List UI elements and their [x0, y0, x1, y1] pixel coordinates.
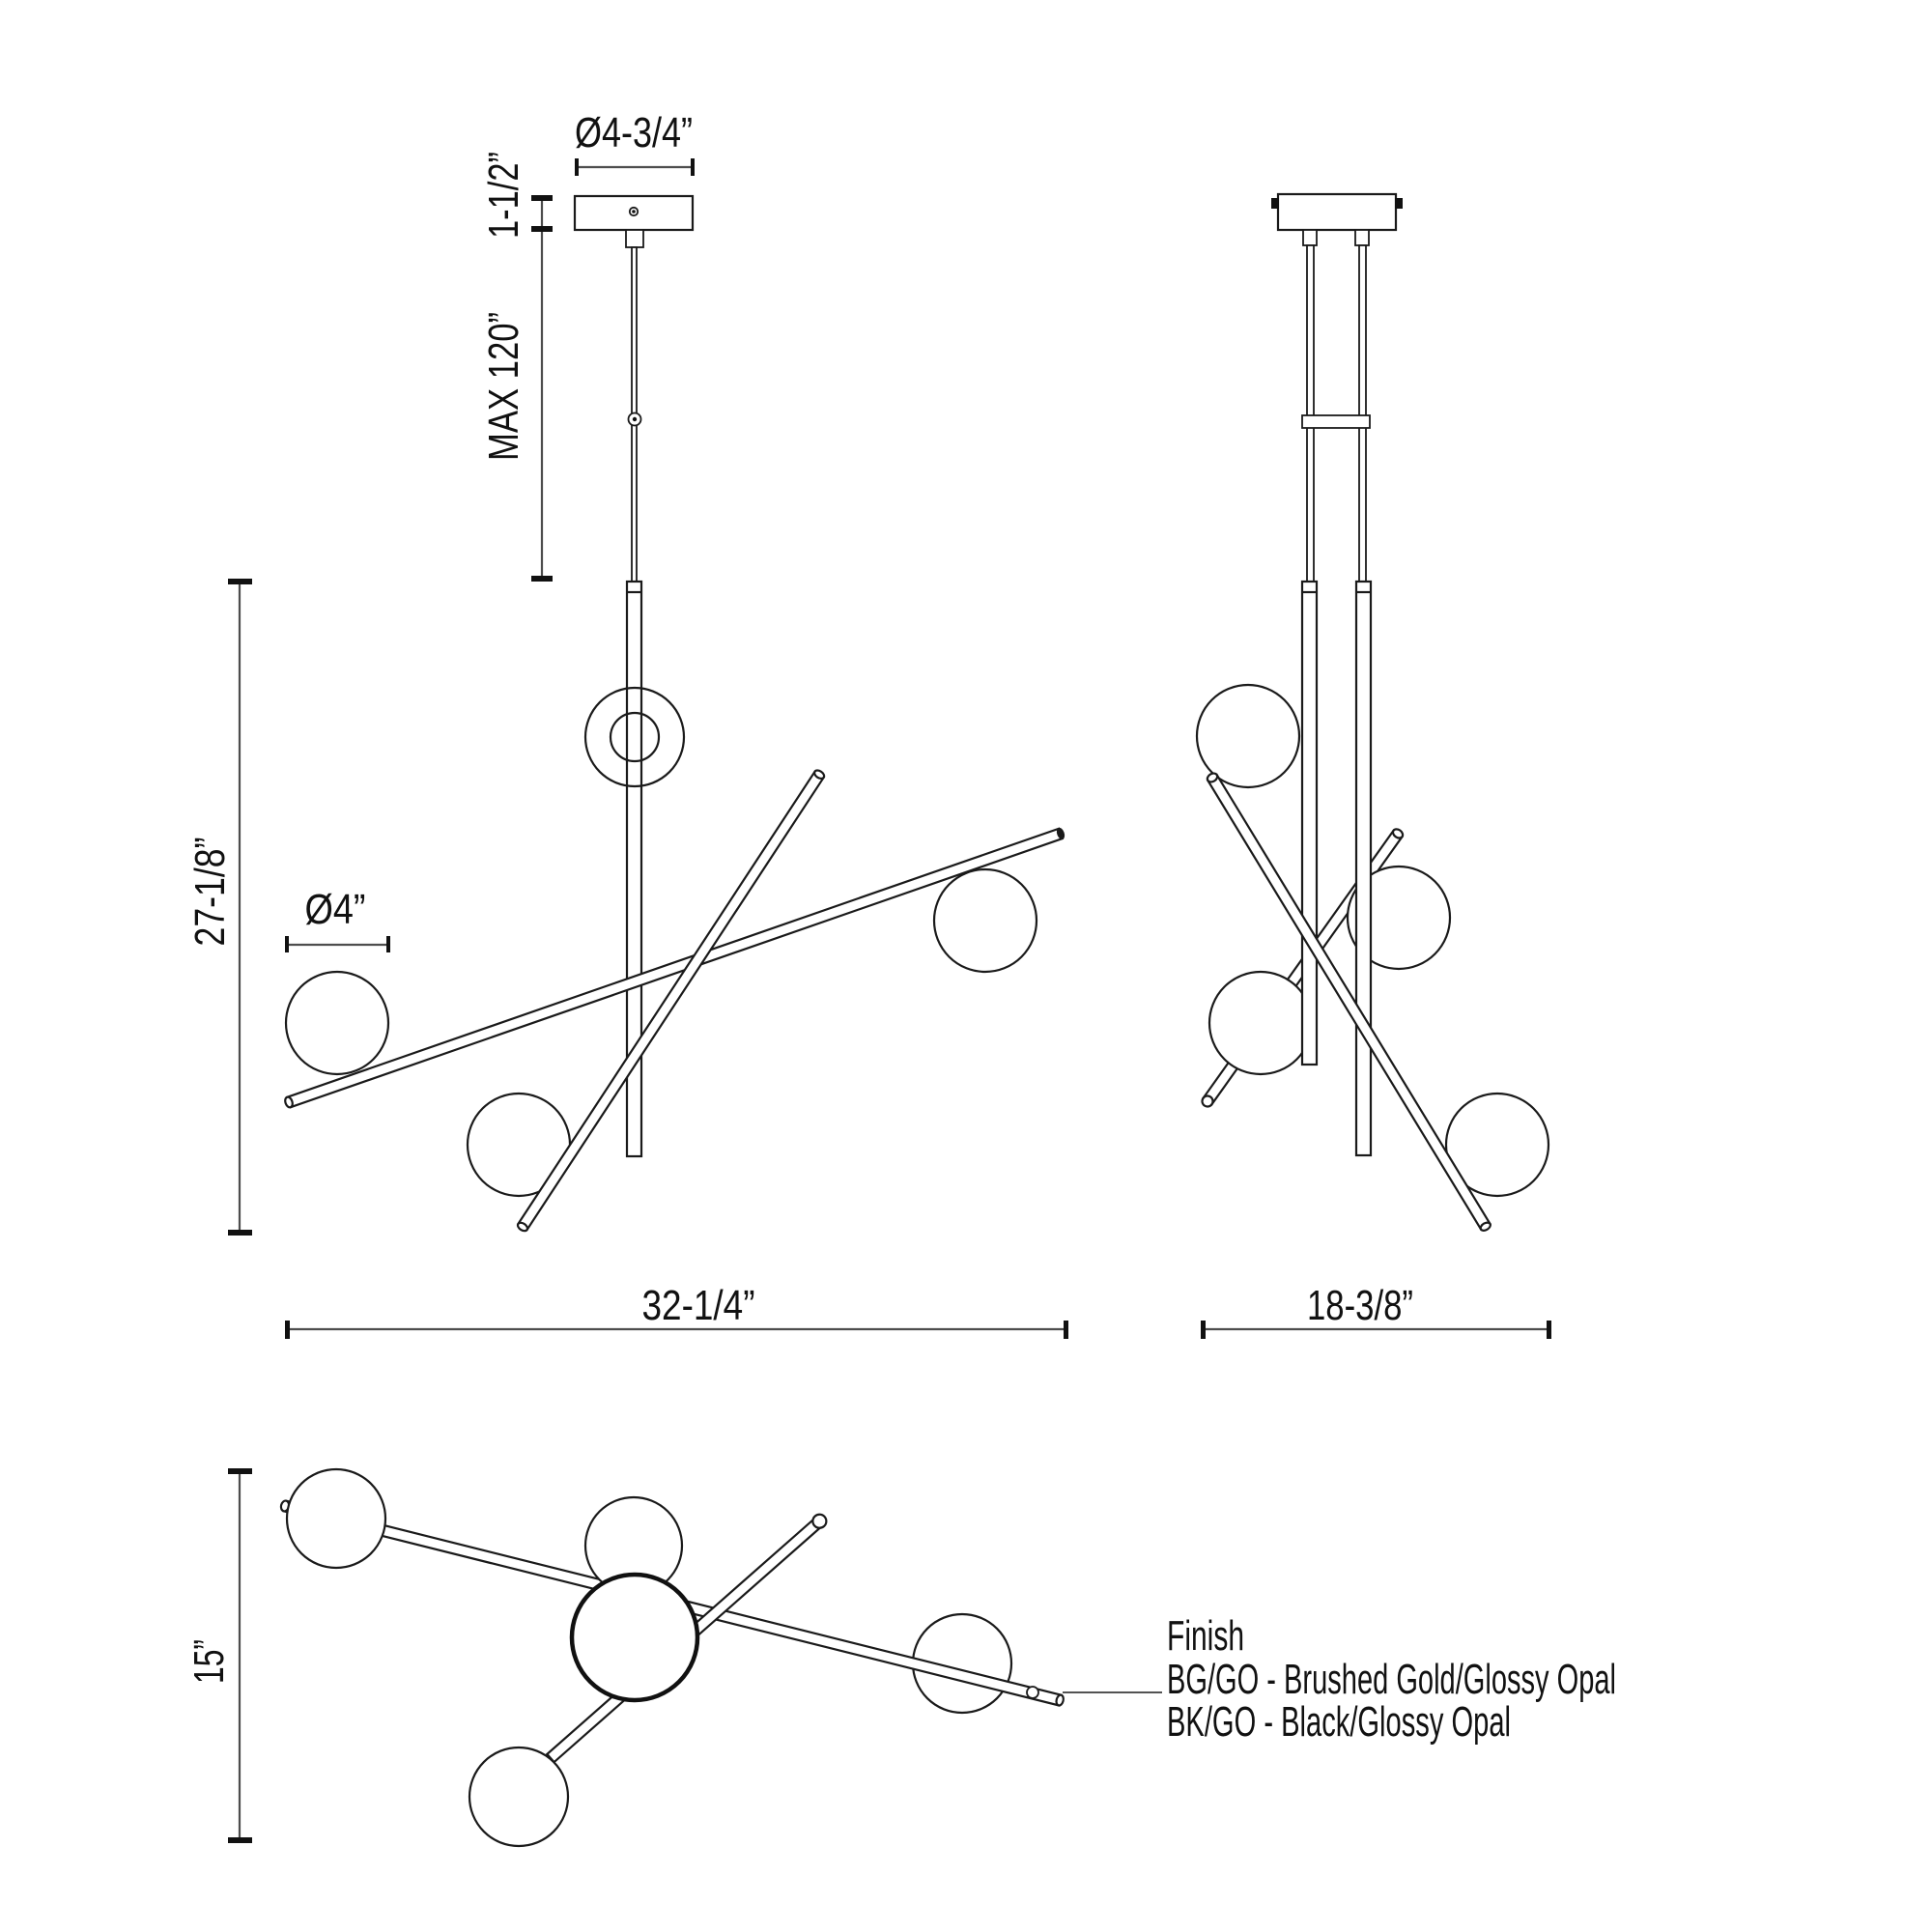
globe — [468, 1746, 570, 1848]
center-tube — [1354, 580, 1373, 1157]
rod-connector — [1301, 414, 1371, 429]
finish-legend: Finish BG/GO - Brushed Gold/Glossy Opal … — [1063, 1612, 1616, 1746]
dim-tick — [575, 158, 579, 176]
dim-globe-diameter: Ø4” — [305, 886, 366, 933]
dim-tick — [285, 1321, 290, 1339]
globe — [1195, 683, 1301, 789]
suspension-rod — [1306, 244, 1315, 582]
canopy-screw-dot — [632, 210, 636, 213]
plan-view: 15” — [185, 1467, 1065, 1848]
canopy-stem — [1302, 229, 1318, 246]
dim-tick — [531, 195, 553, 201]
bar-end-cap — [1055, 1693, 1065, 1707]
light-bar-steep — [1206, 772, 1492, 1232]
globe — [284, 970, 390, 1076]
dim-tick — [531, 576, 553, 582]
light-bar-steep — [516, 769, 826, 1233]
dim-tick — [386, 936, 390, 952]
globe — [1208, 970, 1314, 1076]
dim-fixture-height: 27-1/8” — [186, 838, 234, 947]
dim-max-suspension: MAX 120” — [480, 312, 527, 461]
dim-fixture-width: 32-1/4” — [642, 1282, 755, 1329]
dim-tick — [285, 936, 289, 952]
finish-title: Finish — [1167, 1612, 1244, 1660]
canopy — [1276, 192, 1398, 232]
dim-side-width: 18-3/8” — [1307, 1282, 1413, 1329]
center-tube — [1300, 580, 1319, 1066]
dim-tick — [1547, 1321, 1551, 1339]
finish-option: BG/GO - Brushed Gold/Glossy Opal — [1167, 1656, 1616, 1703]
dim-tick — [691, 158, 695, 176]
dim-tick — [1064, 1321, 1068, 1339]
globe — [285, 1467, 387, 1570]
bar-end-cap — [1206, 772, 1219, 783]
dim-tick — [228, 579, 252, 584]
front-view: Ø4-3/4” 1-1/2” MAX 120” 27-1/8” Ø4” 32-1… — [186, 109, 1068, 1339]
side-view: 18-3/8” — [1195, 192, 1551, 1339]
bar-end-cap — [811, 1513, 828, 1529]
canopy-screw-icon — [1395, 198, 1403, 209]
dim-canopy-height: 1-1/2” — [480, 152, 527, 239]
dim-tick — [1201, 1321, 1206, 1339]
dim-tick — [531, 226, 553, 232]
dim-plan-depth: 15” — [185, 1639, 233, 1684]
globe — [1444, 1092, 1550, 1198]
bar-end-cap — [1056, 827, 1065, 839]
center-globe-top — [569, 1572, 700, 1703]
dim-tick — [228, 1230, 252, 1236]
center-globe-inner — [609, 711, 661, 763]
canopy-screw-icon — [1271, 198, 1279, 209]
light-bar-shallow — [284, 827, 1065, 1109]
bar-end-cap — [1391, 828, 1405, 839]
bar-screw-icon — [1026, 1686, 1039, 1699]
rod-connector-dot — [632, 416, 638, 422]
bar-end-cap — [813, 769, 826, 781]
finish-option: BK/GO - Black/Glossy Opal — [1167, 1698, 1511, 1746]
dim-canopy-diameter: Ø4-3/4” — [575, 109, 693, 156]
globe — [932, 867, 1038, 974]
globe — [1346, 865, 1452, 971]
dim-tick — [228, 1837, 252, 1843]
canopy-stem — [625, 229, 644, 248]
center-globe-outer — [583, 686, 686, 788]
bar-end-cap — [1479, 1221, 1492, 1232]
bar-end-cap — [1201, 1094, 1214, 1108]
center-tube — [625, 580, 643, 1158]
bar-end-cap — [516, 1221, 529, 1233]
suspension-rod — [1358, 244, 1367, 582]
canopy-stem — [1354, 229, 1370, 246]
dim-tick — [228, 1468, 252, 1474]
